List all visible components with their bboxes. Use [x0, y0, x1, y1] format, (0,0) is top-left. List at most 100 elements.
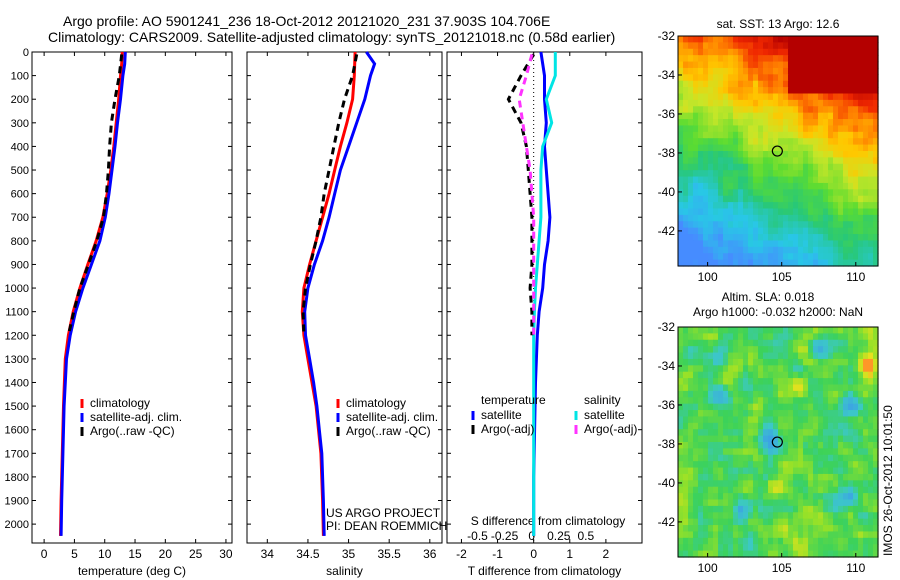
sla_map-cell	[808, 473, 814, 481]
sla_map-cell	[758, 339, 764, 347]
sst_map-cell	[853, 227, 859, 235]
sst_map-cell	[763, 112, 769, 120]
sst_map-cell	[713, 214, 719, 222]
sla_map-cell	[678, 327, 684, 334]
sla_map-cell	[793, 499, 799, 507]
sla_map-cell	[828, 346, 834, 354]
sst_map-cell	[728, 80, 734, 88]
sst_map-cell	[818, 189, 824, 197]
sla_map-cell	[683, 550, 689, 558]
sla_map-cell	[833, 384, 839, 392]
sla_map-cell	[858, 327, 864, 334]
sst_map-cell	[803, 170, 809, 178]
sst_map-ytick-label: -34	[658, 68, 676, 82]
sst-map-title: sat. SST: 13 Argo: 12.6	[717, 17, 840, 31]
sla_map-cell	[818, 461, 824, 469]
sst_map-cell	[808, 131, 814, 139]
sst_map-cell	[718, 214, 724, 222]
sst_map-cell	[693, 208, 699, 216]
sla_map-cell	[838, 486, 844, 494]
sst_map-cell	[738, 87, 744, 95]
sst_map-cell	[853, 74, 859, 82]
sst_map-cell	[808, 170, 814, 178]
sla_map-cell	[788, 499, 794, 507]
sla_map-cell	[723, 416, 729, 424]
sla_map-cell	[698, 531, 704, 539]
sla_map-cell	[748, 352, 754, 360]
sst_map-cell	[813, 151, 819, 158]
sst_map-cell	[813, 176, 819, 184]
sst_map-cell	[743, 55, 749, 63]
sla_map-cell	[703, 537, 709, 545]
sst_map-cell	[873, 93, 879, 101]
sla_map-cell	[748, 365, 754, 373]
sst_map-cell	[858, 208, 864, 216]
sst_map-cell	[848, 36, 854, 43]
sla_map-cell	[708, 531, 714, 539]
sla_map-cell	[773, 544, 779, 552]
sst_map-cell	[793, 208, 799, 216]
sst_map-cell	[678, 80, 684, 88]
sst_map-cell	[808, 182, 814, 190]
sla_map-cell	[683, 505, 689, 513]
sla_map-cell	[723, 352, 729, 360]
sla_map-cell	[738, 473, 744, 481]
sla_map-cell	[698, 327, 704, 334]
sla_map-cell	[773, 493, 779, 501]
sst_map-cell	[688, 195, 694, 203]
sla_map-cell	[793, 486, 799, 494]
sst_map-cell	[763, 42, 769, 50]
sla_map-cell	[763, 333, 769, 341]
sla_map-cell	[748, 518, 754, 526]
sla_map-cell	[778, 410, 784, 418]
sla_map-cell	[723, 461, 729, 469]
sst_map-cell	[848, 157, 854, 165]
sst_map-cell	[798, 48, 804, 56]
sla_map-cell	[728, 442, 734, 449]
sla_map-cell	[838, 327, 844, 334]
sla_map-cell	[678, 525, 684, 533]
sst_map-cell	[863, 189, 869, 197]
sla_map-cell	[763, 346, 769, 354]
sla_map-cell	[683, 333, 689, 341]
sst_map-cell	[763, 144, 769, 152]
sst_map-cell	[748, 93, 754, 101]
sla_map-cell	[833, 544, 839, 552]
sst_map-cell	[728, 195, 734, 203]
sla_map-cell	[768, 512, 774, 520]
sla_map-cell	[758, 467, 764, 475]
sst_map-cell	[693, 131, 699, 139]
sst_map-cell	[708, 221, 714, 229]
sst_map-cell	[723, 176, 729, 184]
sst_map-cell	[838, 227, 844, 235]
sst_map-cell	[768, 240, 774, 248]
sla_map-cell	[753, 410, 759, 418]
sst_map-argo-marker	[771, 145, 783, 157]
sla_map-cell	[818, 467, 824, 475]
sst_map-cell	[763, 253, 769, 261]
sla_map-cell	[788, 390, 794, 398]
sst_map-cell	[688, 253, 694, 261]
sst_map-cell	[868, 234, 874, 242]
sst_map-cell	[748, 138, 754, 146]
sst_map-cell	[818, 214, 824, 222]
sst_map-cell	[838, 208, 844, 216]
sst_map-cell	[833, 125, 839, 133]
sst_map-cell	[833, 48, 839, 56]
sst_map-cell	[763, 189, 769, 197]
sla_map-cell	[778, 365, 784, 373]
sla_map-cell	[748, 403, 754, 411]
sst_map-cell	[833, 240, 839, 248]
sst_map-cell	[803, 144, 809, 152]
sst_map-cell	[698, 234, 704, 242]
sla_map-cell	[848, 531, 854, 539]
sla_map-cell	[833, 537, 839, 545]
sla_map-cell	[848, 327, 854, 334]
difference-axes-frame	[446, 51, 643, 544]
sst_map-cell	[843, 144, 849, 152]
sla_map-cell	[813, 467, 819, 475]
sst_map-cell	[873, 61, 879, 69]
sla_map-cell	[693, 486, 699, 494]
sst_map-cell	[698, 163, 704, 171]
sla_map-cell	[803, 403, 809, 411]
